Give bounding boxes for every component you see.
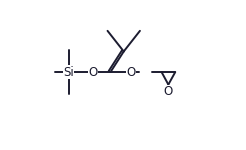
Text: O: O [88, 66, 97, 79]
Text: O: O [126, 66, 136, 79]
Text: O: O [164, 85, 173, 98]
Text: Si: Si [63, 66, 74, 79]
